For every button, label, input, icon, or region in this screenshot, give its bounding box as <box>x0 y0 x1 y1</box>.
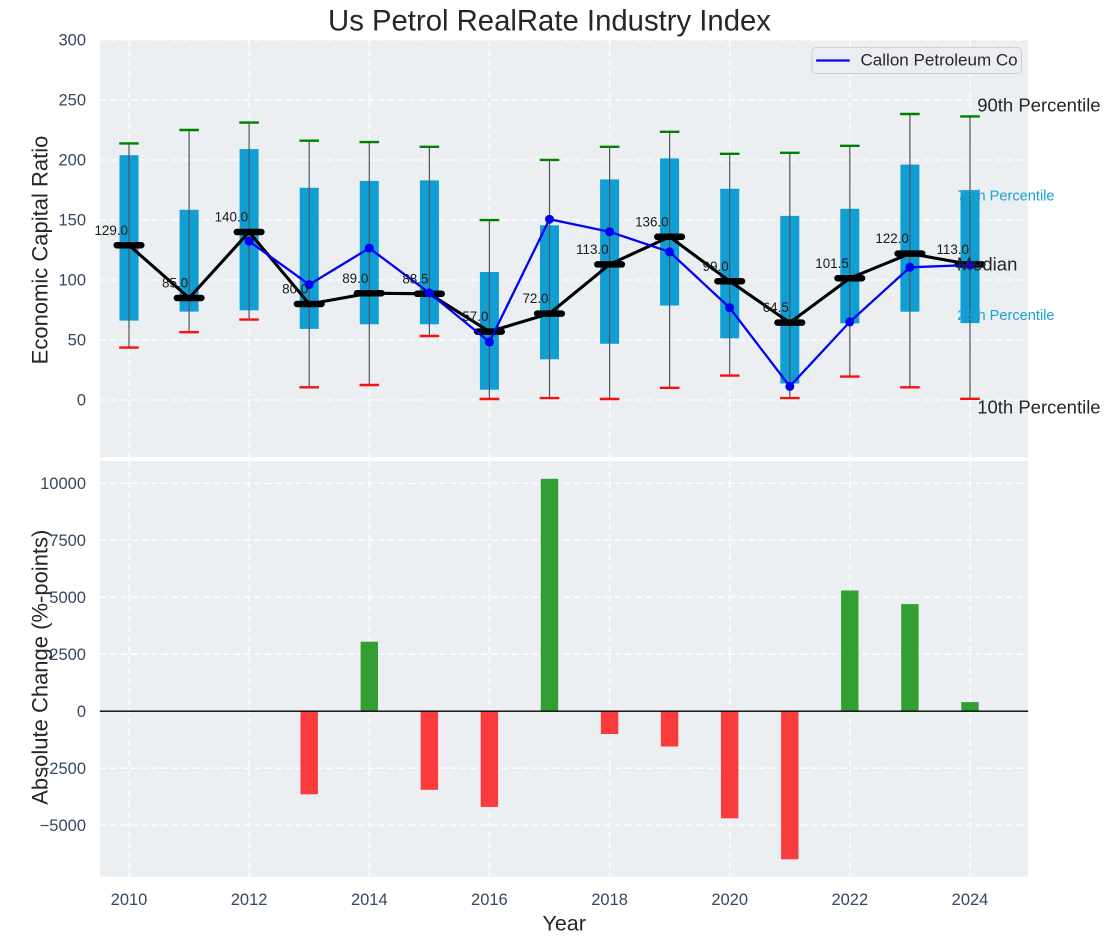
svg-text:90th Percentile: 90th Percentile <box>977 95 1100 116</box>
svg-text:2020: 2020 <box>711 891 748 909</box>
svg-text:57.0: 57.0 <box>462 309 488 324</box>
svg-text:300: 300 <box>58 32 86 50</box>
svg-text:113.0: 113.0 <box>576 242 609 257</box>
svg-text:200: 200 <box>58 152 86 170</box>
svg-text:7500: 7500 <box>49 532 86 550</box>
svg-text:10000: 10000 <box>40 475 86 493</box>
svg-text:Year: Year <box>542 912 585 936</box>
svg-text:88.5: 88.5 <box>402 271 428 286</box>
svg-text:Callon Petroleum Co: Callon Petroleum Co <box>861 51 1018 70</box>
svg-text:−5000: −5000 <box>40 817 86 835</box>
svg-text:150: 150 <box>58 212 86 230</box>
svg-text:89.0: 89.0 <box>342 271 368 286</box>
svg-text:50: 50 <box>68 332 86 350</box>
svg-text:140.0: 140.0 <box>215 210 249 225</box>
svg-text:113.0: 113.0 <box>936 242 969 257</box>
svg-text:2018: 2018 <box>591 891 628 909</box>
svg-text:−2500: −2500 <box>40 760 86 778</box>
svg-text:25th Percentile: 25th Percentile <box>957 308 1054 324</box>
svg-text:Median: Median <box>957 254 1018 275</box>
svg-text:64.5: 64.5 <box>763 300 789 315</box>
svg-text:72.0: 72.0 <box>522 291 548 306</box>
svg-text:2014: 2014 <box>351 891 388 909</box>
svg-text:250: 250 <box>58 92 86 110</box>
svg-text:129.0: 129.0 <box>94 223 128 238</box>
svg-text:100: 100 <box>58 272 86 290</box>
svg-text:2500: 2500 <box>49 646 86 664</box>
svg-text:10th Percentile: 10th Percentile <box>977 397 1100 418</box>
svg-text:2022: 2022 <box>831 891 868 909</box>
svg-text:Us Petrol RealRate Industry In: Us Petrol RealRate Industry Index <box>328 4 771 37</box>
svg-text:2024: 2024 <box>952 891 989 909</box>
svg-text:Absolute Change (%-points): Absolute Change (%-points) <box>28 530 53 805</box>
svg-text:0: 0 <box>77 392 86 410</box>
svg-text:122.0: 122.0 <box>875 231 909 246</box>
svg-text:101.5: 101.5 <box>815 256 849 271</box>
svg-text:136.0: 136.0 <box>635 214 669 229</box>
svg-text:2010: 2010 <box>111 891 148 909</box>
svg-text:Economic Capital Ratio: Economic Capital Ratio <box>28 136 53 365</box>
svg-text:80.0: 80.0 <box>282 282 308 297</box>
svg-text:2016: 2016 <box>471 891 508 909</box>
svg-text:75th Percentile: 75th Percentile <box>957 189 1054 205</box>
svg-text:99.0: 99.0 <box>703 259 729 274</box>
svg-text:85.0: 85.0 <box>162 276 188 291</box>
svg-text:5000: 5000 <box>49 589 86 607</box>
svg-text:0: 0 <box>77 703 86 721</box>
svg-text:2012: 2012 <box>231 891 268 909</box>
